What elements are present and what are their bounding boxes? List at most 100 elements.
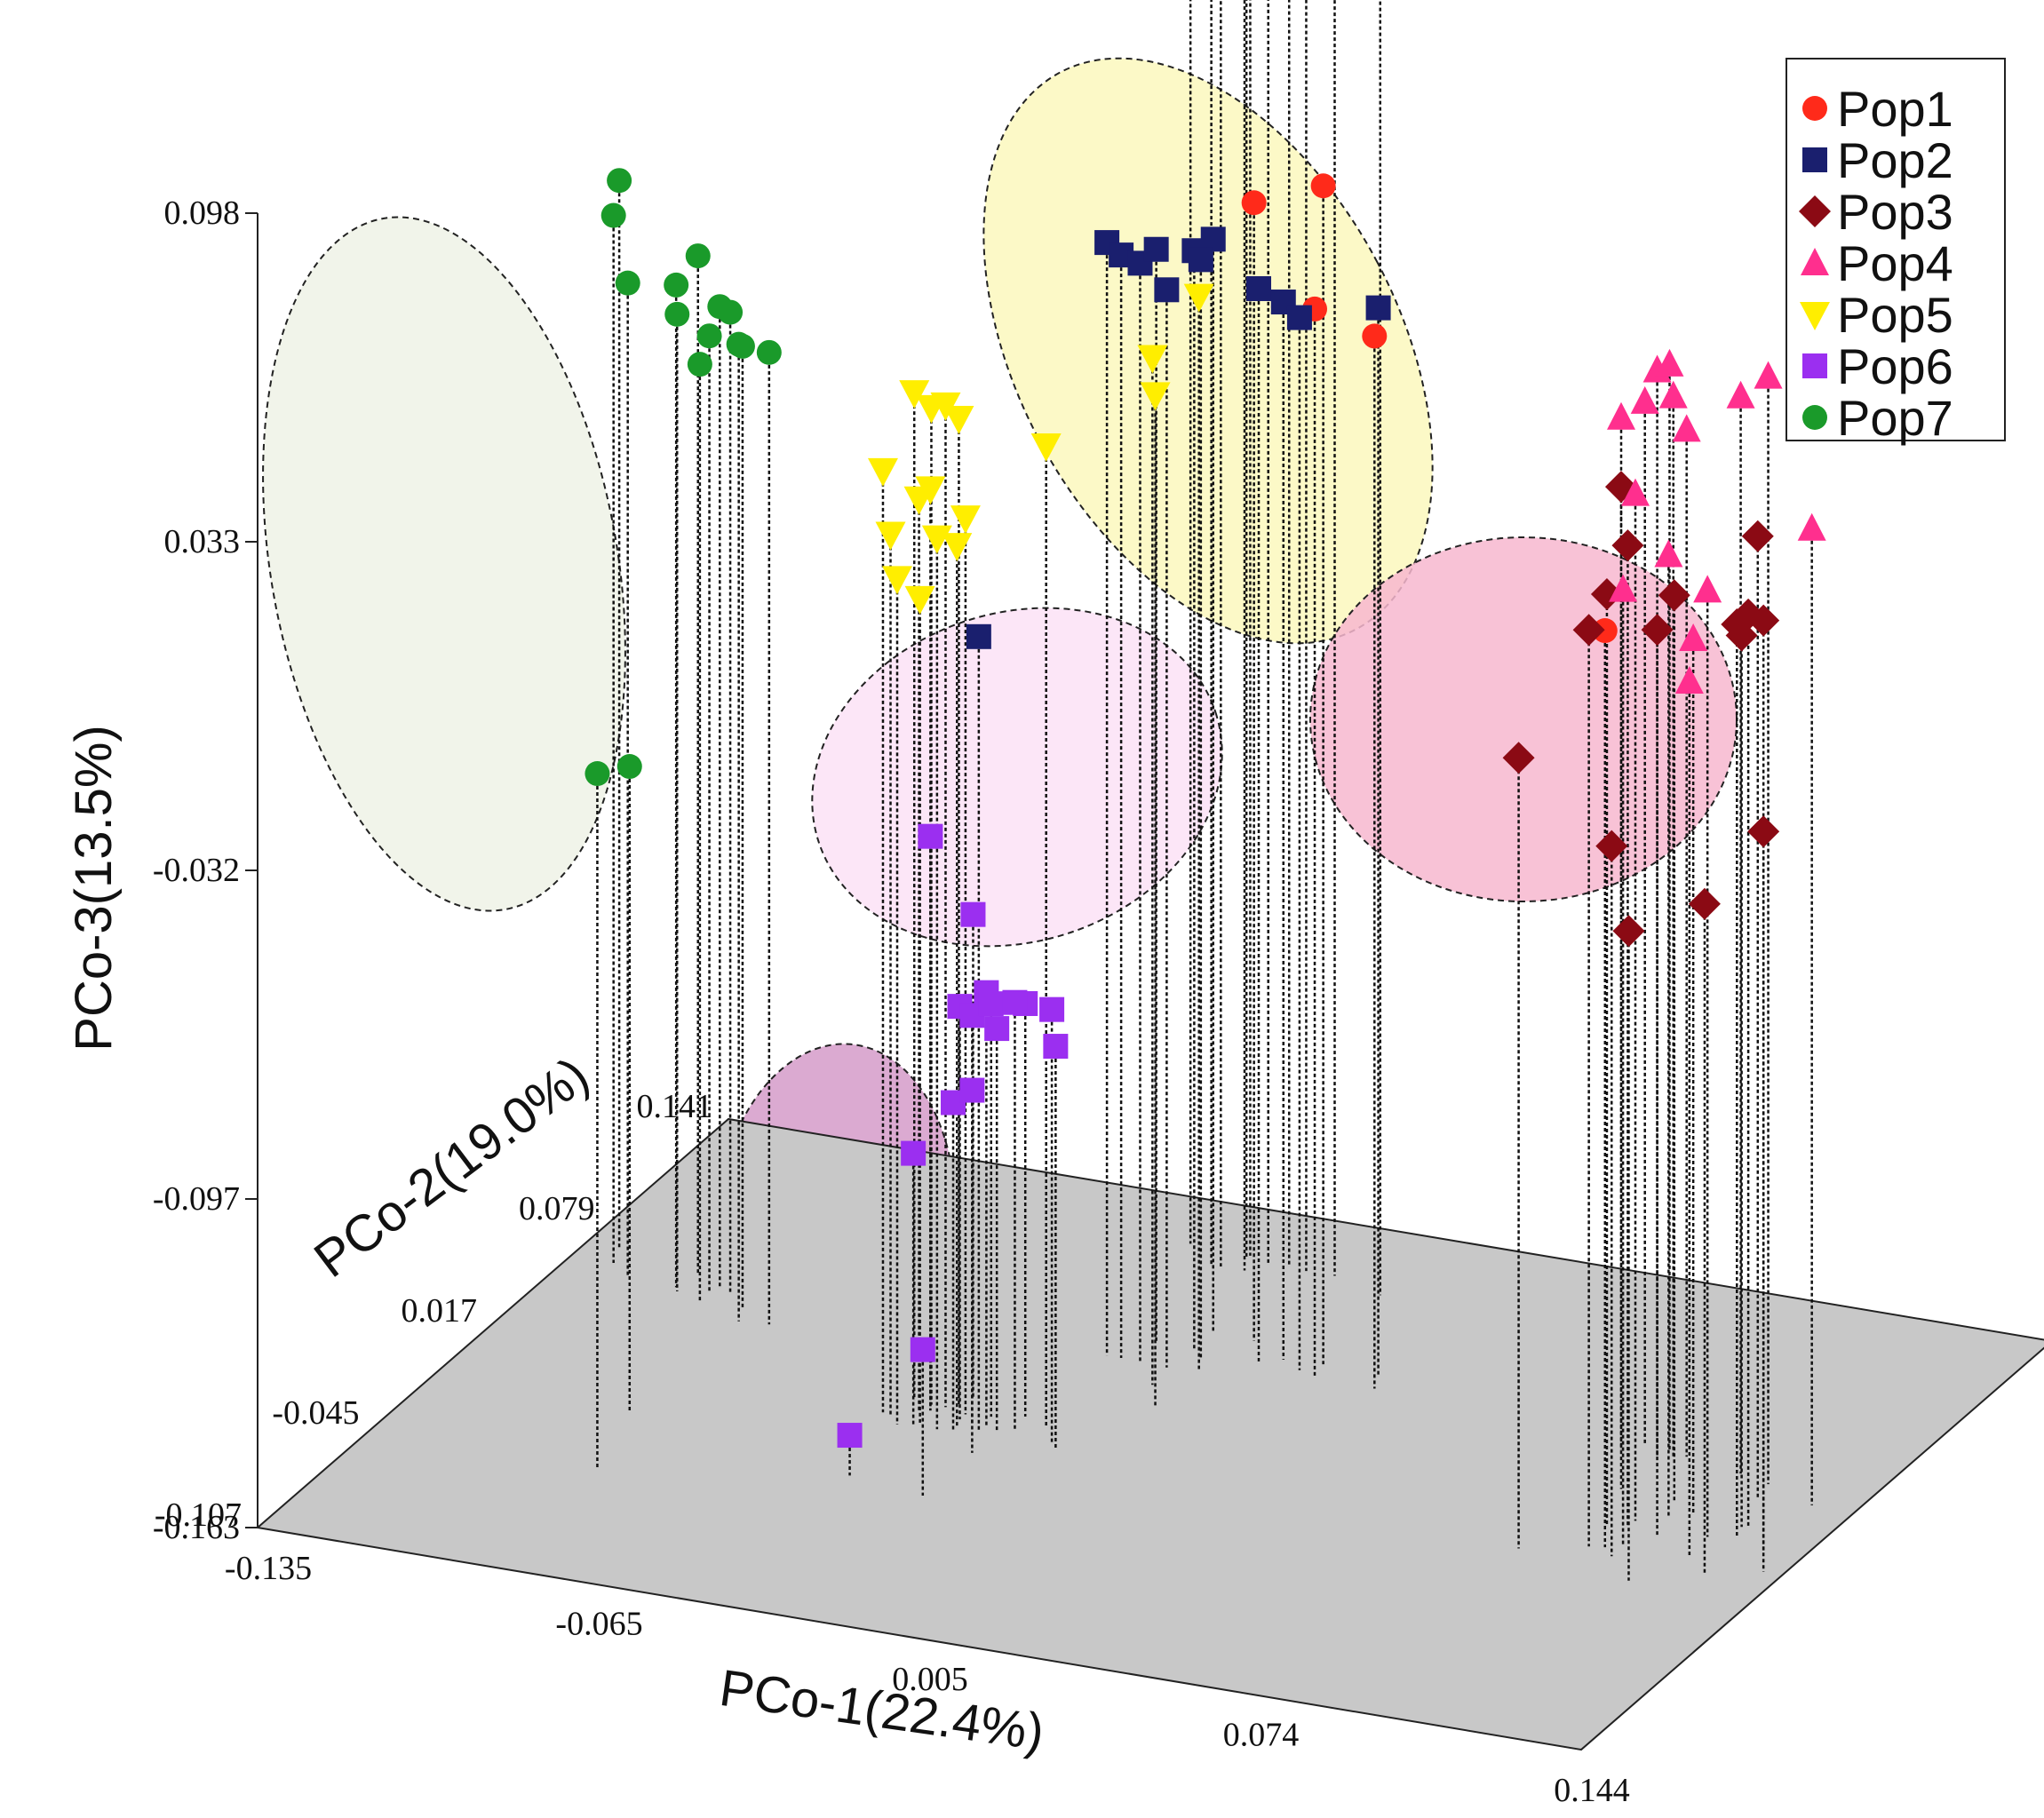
data-point-pop6 <box>978 991 1004 1017</box>
legend-label-pop3: Pop3 <box>1837 184 1953 240</box>
data-point-pop5 <box>1183 283 1214 313</box>
z-tick-label: -0.032 <box>153 852 240 889</box>
data-point-pop6 <box>959 1077 985 1103</box>
data-point-pop4 <box>1797 512 1826 541</box>
ellipse-pop1-pop2 <box>982 57 1434 645</box>
data-point-pop7 <box>664 301 690 327</box>
x-tick-label: -0.065 <box>555 1606 642 1643</box>
drop-lines <box>596 0 1813 1581</box>
z-tick-label: -0.097 <box>153 1180 240 1218</box>
data-point-pop6 <box>1002 989 1028 1015</box>
data-point-pop2 <box>966 623 991 649</box>
legend-marker-pop4 <box>1801 248 1829 275</box>
data-point-pop6 <box>837 1423 863 1449</box>
data-point-pop2 <box>1154 277 1180 303</box>
data-point-pop4 <box>1672 414 1701 442</box>
data-point-pop5 <box>943 406 974 435</box>
legend-label-pop2: Pop2 <box>1837 132 1953 188</box>
legend-label-pop1: Pop1 <box>1837 81 1953 137</box>
z-tick-label: 0.098 <box>164 195 241 232</box>
data-point-pop6 <box>1039 996 1065 1022</box>
data-point-pop6 <box>1043 1034 1069 1060</box>
data-point-pop7 <box>718 299 744 325</box>
data-point-pop4 <box>1754 361 1783 389</box>
data-point-pop3 <box>1658 579 1690 612</box>
data-point-pop5 <box>904 585 935 615</box>
data-point-pop4 <box>1679 623 1708 651</box>
data-point-pop3 <box>1741 520 1774 552</box>
legend-marker-pop7 <box>1802 405 1827 430</box>
data-points <box>585 168 1826 1449</box>
data-point-pop4 <box>1693 575 1722 603</box>
legend-label-pop4: Pop4 <box>1837 235 1953 291</box>
x-tick-label: 0.074 <box>1223 1717 1300 1754</box>
z-axis-label: PCo-3(13.5%) <box>65 725 123 1051</box>
data-point-pop4 <box>1726 380 1755 409</box>
floor-plane <box>255 1117 2044 1751</box>
data-point-pop4 <box>1655 348 1684 377</box>
data-point-pop6 <box>910 1337 935 1362</box>
axes: -0.135 -0.065 0.005 0.074 0.144 -0.107 -0.045 0… <box>153 195 1630 1809</box>
data-point-pop5 <box>867 457 898 487</box>
data-point-pop5 <box>899 380 930 409</box>
y-tick-label: 0.141 <box>637 1088 713 1125</box>
data-point-pop7 <box>756 339 782 365</box>
y-axis-label: PCo-2(19.0%) <box>304 1046 600 1289</box>
data-point-pop3 <box>1572 614 1605 647</box>
data-point-pop3 <box>1641 614 1674 647</box>
data-point-pop7 <box>600 202 626 228</box>
data-point-pop6 <box>901 1140 927 1166</box>
data-point-pop7 <box>664 272 689 298</box>
data-point-pop5 <box>1137 345 1168 374</box>
data-point-pop4 <box>1674 665 1704 694</box>
data-point-pop4 <box>1620 478 1650 506</box>
z-tick-label: -0.163 <box>153 1509 240 1546</box>
x-tick-label: -0.135 <box>225 1550 312 1587</box>
ellipse-pop5 <box>811 607 1223 948</box>
data-point-pop4 <box>1654 539 1683 568</box>
data-point-pop3 <box>1721 608 1754 641</box>
data-point-pop6 <box>960 901 986 927</box>
data-point-pop4 <box>1630 385 1659 414</box>
data-point-pop6 <box>984 1016 1010 1042</box>
data-point-pop4 <box>1607 401 1635 430</box>
data-point-pop5 <box>1140 382 1171 411</box>
data-point-pop7 <box>687 352 712 377</box>
floor-plane-surface <box>255 1117 2044 1751</box>
y-tick-label: -0.107 <box>155 1496 242 1534</box>
data-point-pop7 <box>726 331 752 357</box>
data-point-pop2 <box>1286 305 1312 330</box>
data-point-pop3 <box>1590 578 1623 611</box>
data-point-pop1 <box>1310 173 1336 199</box>
data-point-pop6 <box>918 823 943 849</box>
data-point-pop5 <box>950 505 981 535</box>
data-point-pop7 <box>696 323 722 349</box>
data-point-pop2 <box>1143 236 1169 262</box>
data-point-pop5 <box>942 533 973 562</box>
legend-label-pop7: Pop7 <box>1837 390 1953 446</box>
z-tick-label: 0.033 <box>164 523 241 560</box>
x-tick-label: 0.005 <box>892 1661 968 1698</box>
x-axis-label: PCo-1(22.4%) <box>716 1659 1047 1762</box>
y-tick-label: 0.017 <box>402 1292 478 1330</box>
data-point-pop5 <box>881 566 912 595</box>
legend-marker-pop6 <box>1802 353 1827 378</box>
data-point-pop3 <box>1502 742 1535 774</box>
data-point-pop5 <box>915 476 946 505</box>
data-point-pop7 <box>607 168 632 194</box>
data-point-pop3 <box>1747 604 1780 637</box>
y-tick-label: -0.045 <box>272 1394 359 1432</box>
data-point-pop3 <box>1595 830 1628 862</box>
y-tick-label: 0.079 <box>519 1190 595 1227</box>
data-point-pop7 <box>616 754 642 780</box>
data-point-pop3 <box>1612 915 1645 948</box>
data-point-pop7 <box>615 270 640 296</box>
x-tick-label: 0.144 <box>1554 1772 1630 1809</box>
legend-marker-pop3 <box>1799 195 1831 227</box>
data-point-pop2 <box>1188 247 1213 273</box>
data-point-pop5 <box>921 525 952 554</box>
data-point-pop1 <box>1241 190 1267 216</box>
legend-label-pop6: Pop6 <box>1837 338 1953 394</box>
data-point-pop7 <box>685 243 711 269</box>
